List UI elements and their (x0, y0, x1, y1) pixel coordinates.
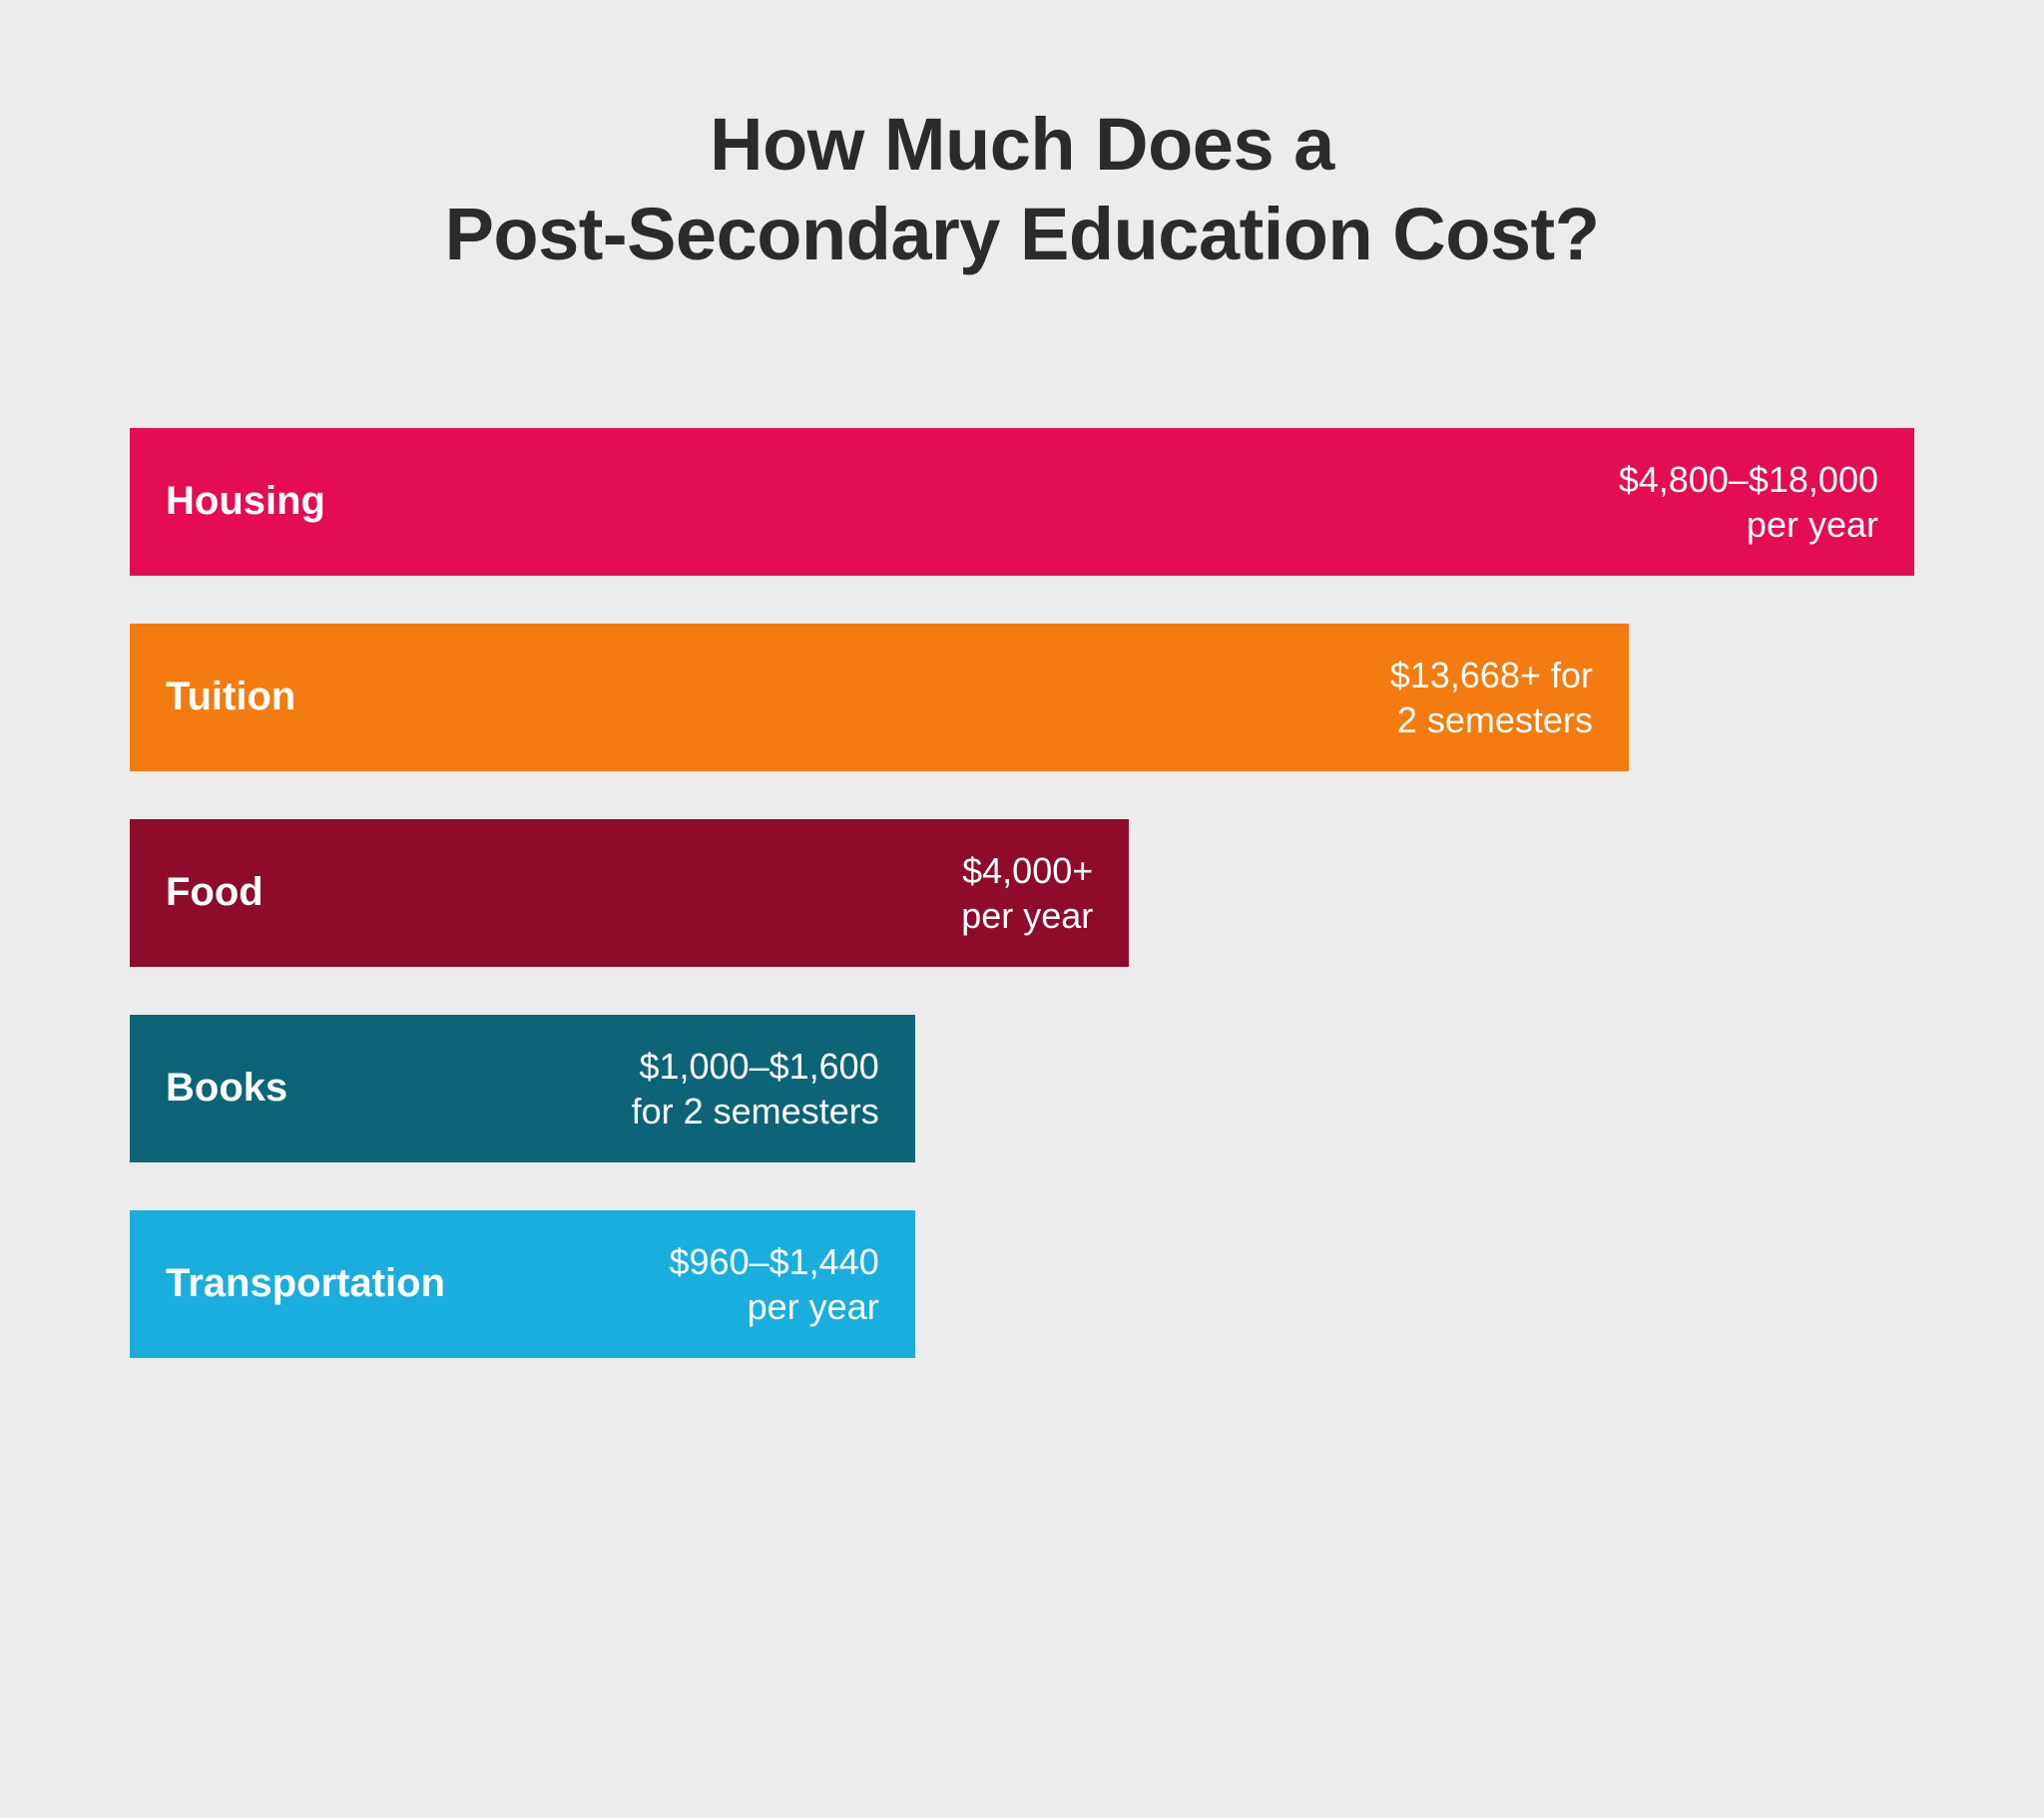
bar-value-books: $1,000–$1,600for 2 semesters (632, 1044, 879, 1134)
bar-value-food: $4,000+per year (961, 848, 1093, 938)
bar-value-line2-transportation: per year (670, 1284, 879, 1329)
bar-row-tuition: Tuition $13,668+ for2 semesters (130, 624, 1914, 771)
bar-value-housing: $4,800–$18,000per year (1619, 457, 1878, 547)
bar-value-line1-tuition: $13,668+ for (1390, 653, 1593, 697)
bar-value-line1-housing: $4,800–$18,000 (1619, 457, 1878, 502)
bar-value-tuition: $13,668+ for2 semesters (1390, 653, 1593, 742)
bar-transportation: Transportation $960–$1,440per year (130, 1210, 915, 1358)
bar-value-line1-transportation: $960–$1,440 (670, 1239, 879, 1284)
bar-books: Books $1,000–$1,600for 2 semesters (130, 1015, 915, 1162)
bar-label-books: Books (166, 1066, 287, 1111)
cost-bar-chart: Housing$4,800–$18,000per yearTuition$13,… (130, 428, 1914, 1358)
bar-row-housing: Housing $4,800–$18,000per year (130, 428, 1914, 576)
chart-title: How Much Does a Post-Secondary Education… (130, 100, 1914, 280)
bar-label-food: Food (166, 870, 263, 915)
bar-row-transportation: Transportation $960–$1,440per year (130, 1210, 1914, 1358)
infographic-canvas: How Much Does a Post-Secondary Education… (0, 0, 2044, 1818)
bar-value-transportation: $960–$1,440per year (670, 1239, 879, 1329)
bar-value-line2-food: per year (961, 893, 1093, 938)
bar-food: Food $4,000+per year (130, 819, 1129, 967)
bar-value-line2-housing: per year (1619, 502, 1878, 547)
bar-value-line2-books: for 2 semesters (632, 1089, 879, 1134)
bar-value-line1-books: $1,000–$1,600 (632, 1044, 879, 1089)
bar-value-line1-food: $4,000+ (961, 848, 1093, 893)
bar-row-food: Food $4,000+per year (130, 819, 1914, 967)
bar-value-line2-tuition: 2 semesters (1390, 697, 1593, 742)
title-line-1: How Much Does a (710, 103, 1334, 186)
bar-tuition: Tuition $13,668+ for2 semesters (130, 624, 1629, 771)
bar-row-books: Books $1,000–$1,600for 2 semesters (130, 1015, 1914, 1162)
bar-label-transportation: Transportation (166, 1261, 445, 1306)
bar-label-housing: Housing (166, 479, 325, 524)
bar-housing: Housing $4,800–$18,000per year (130, 428, 1914, 576)
bar-label-tuition: Tuition (166, 675, 295, 719)
title-line-2: Post-Secondary Education Cost? (445, 193, 1600, 275)
